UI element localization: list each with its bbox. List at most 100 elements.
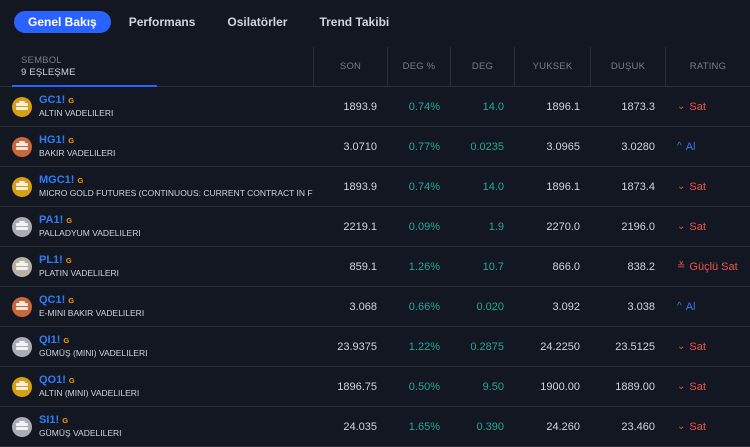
symbol-text: HG1! G BAKIR VADELILERI: [39, 134, 115, 160]
delayed-badge: G: [68, 135, 75, 145]
low-value: 2196.0: [621, 220, 655, 233]
symbol-cell: PL1! G PLATIN VADELILERI: [0, 247, 313, 286]
symbol-text: QI1! G GÜMÜŞ (MINI) VADELILERI: [39, 334, 147, 360]
ticker-line: GC1! G: [39, 94, 113, 107]
rating-cell: ≚ Güçlü Sat: [665, 247, 750, 286]
change-percent: 0.09%: [408, 220, 440, 233]
column-header-change[interactable]: DEG: [450, 47, 514, 86]
last-price: 2219.1: [343, 220, 377, 233]
change-value: 10.7: [482, 260, 504, 273]
column-header-low[interactable]: DUŞUK: [590, 47, 665, 86]
symbol-description: PLATIN VADELILERI: [39, 267, 119, 278]
ticker-link[interactable]: QI1!: [39, 333, 61, 346]
ticker-link[interactable]: GC1!: [39, 93, 66, 106]
symbol-cell: HG1! G BAKIR VADELILERI: [0, 127, 313, 166]
tab-performance[interactable]: Performans: [128, 15, 196, 29]
symbol-cell: QC1! G E-MINI BAKIR VADELILERI: [0, 287, 313, 326]
rating-label: Sat: [689, 380, 706, 393]
ticker-link[interactable]: QC1!: [39, 293, 66, 306]
table-header: SEMBOL 9 EŞLEŞME SON DEG % DEG YUKSEK DU…: [0, 47, 750, 87]
column-header-last[interactable]: SON: [313, 47, 387, 86]
symbol-cell: MGC1! G MICRO GOLD FUTURES (CONTINUOUS: CU…: [0, 167, 313, 206]
delayed-badge: G: [66, 215, 73, 225]
symbol-text: SI1! G GÜMÜŞ VADELILERI: [39, 414, 122, 440]
low-value: 838.2: [627, 260, 655, 273]
column-header-symbol[interactable]: SEMBOL 9 EŞLEŞME: [0, 47, 313, 87]
tab-oscillators[interactable]: Osilatörler: [227, 15, 288, 29]
table-row[interactable]: MGC1! G MICRO GOLD FUTURES (CONTINUOUS: CU…: [0, 167, 750, 207]
last-price: 3.068: [349, 300, 377, 313]
match-count: 9 EŞLEŞME: [21, 67, 76, 78]
table-row[interactable]: QI1! G GÜMÜŞ (MINI) VADELILERI 23.9375 1.22%…: [0, 327, 750, 367]
table-row[interactable]: PA1! G PALLADYUM VADELILERI 2219.1 0.09% 1.9 2…: [0, 207, 750, 247]
high-value: 866.0: [552, 260, 580, 273]
high-value: 2270.0: [546, 220, 580, 233]
symbol-column-label: SEMBOL: [21, 55, 62, 66]
screener-table: SEMBOL 9 EŞLEŞME SON DEG % DEG YUKSEK DU…: [0, 47, 750, 447]
table-row[interactable]: PL1! G PLATIN VADELILERI 859.1 1.26% 10.7 866.…: [0, 247, 750, 287]
sort-indicator: [12, 85, 157, 87]
symbol-text: MGC1! G MICRO GOLD FUTURES (CONTINUOUS: CU…: [39, 174, 313, 200]
change-value: 0.390: [476, 420, 504, 433]
symbol-description: PALLADYUM VADELILERI: [39, 227, 141, 238]
tab-overview[interactable]: Genel Bakış: [14, 11, 111, 33]
delayed-badge: G: [63, 335, 70, 345]
change-value: 14.0: [482, 100, 504, 113]
change-value: 0.0235: [470, 140, 504, 153]
gold-bar-icon: [12, 376, 32, 397]
ticker-link[interactable]: MGC1!: [39, 173, 75, 186]
change-percent: 0.66%: [408, 300, 440, 313]
silver-bar-icon: [12, 336, 32, 357]
change-value: 1.9: [488, 220, 504, 233]
chevron-down-icon: ⌄: [677, 341, 686, 352]
rating-label: Sat: [689, 420, 706, 433]
table-row[interactable]: QO1! G ALTIN (MINI) VADELILERI 1896.75 0.50%…: [0, 367, 750, 407]
tab-trend-following[interactable]: Trend Takibi: [319, 15, 390, 29]
ticker-line: PL1! G: [39, 254, 119, 267]
ticker-line: QC1! G: [39, 294, 144, 307]
platinum-bar-icon: [12, 256, 32, 277]
rating-cell: ^ Al: [665, 127, 750, 166]
rating-cell: ⌄ Sat: [665, 87, 750, 126]
column-header-high[interactable]: YUKSEK: [514, 47, 590, 86]
last-price: 23.9375: [337, 340, 377, 353]
change-value: 0.2875: [470, 340, 504, 353]
low-value: 1873.3: [621, 100, 655, 113]
rating-label: Sat: [689, 180, 706, 193]
table-row[interactable]: GC1! G ALTIN VADELILERI 1893.9 0.74% 14.0 1896…: [0, 87, 750, 127]
rating-label: Al: [685, 140, 696, 153]
delayed-badge: G: [65, 255, 72, 265]
change-percent: 1.22%: [408, 340, 440, 353]
ticker-line: SI1! G: [39, 414, 122, 427]
column-header-change-percent[interactable]: DEG %: [387, 47, 450, 86]
low-value: 1889.00: [615, 380, 655, 393]
copper-bar-icon: [12, 136, 32, 157]
symbol-text: QC1! G E-MINI BAKIR VADELILERI: [39, 294, 144, 320]
symbol-description: E-MINI BAKIR VADELILERI: [39, 307, 145, 318]
table-row[interactable]: HG1! G BAKIR VADELILERI 3.0710 0.77% 0.0235 3.…: [0, 127, 750, 167]
double-chevron-down-icon: ≚: [677, 261, 686, 272]
ticker-link[interactable]: PL1!: [39, 253, 63, 266]
delayed-badge: G: [62, 415, 69, 425]
symbol-description: BAKIR VADELILERI: [39, 147, 116, 158]
low-value: 1873.4: [621, 180, 655, 193]
symbol-description: ALTIN VADELILERI: [39, 107, 114, 118]
last-price: 1896.75: [337, 380, 377, 393]
table-row[interactable]: SI1! G GÜMÜŞ VADELILERI 24.035 1.65% 0.390 24.…: [0, 407, 750, 447]
high-value: 3.0965: [546, 140, 580, 153]
last-price: 3.0710: [343, 140, 377, 153]
symbol-cell: PA1! G PALLADYUM VADELILERI: [0, 207, 313, 246]
rating-cell: ⌄ Sat: [665, 367, 750, 406]
change-percent: 1.26%: [408, 260, 440, 273]
ticker-link[interactable]: QO1!: [39, 373, 66, 386]
ticker-line: QI1! G: [39, 334, 147, 347]
low-value: 3.038: [627, 300, 655, 313]
ticker-link[interactable]: PA1!: [39, 213, 64, 226]
table-row[interactable]: QC1! G E-MINI BAKIR VADELILERI 3.068 0.66% 0.…: [0, 287, 750, 327]
high-value: 1896.1: [546, 100, 580, 113]
column-header-rating[interactable]: RATING: [665, 47, 750, 86]
ticker-link[interactable]: SI1!: [39, 413, 60, 426]
high-value: 24.260: [546, 420, 580, 433]
ticker-link[interactable]: HG1!: [39, 133, 66, 146]
symbol-description: GÜMÜŞ VADELILERI: [39, 427, 122, 438]
